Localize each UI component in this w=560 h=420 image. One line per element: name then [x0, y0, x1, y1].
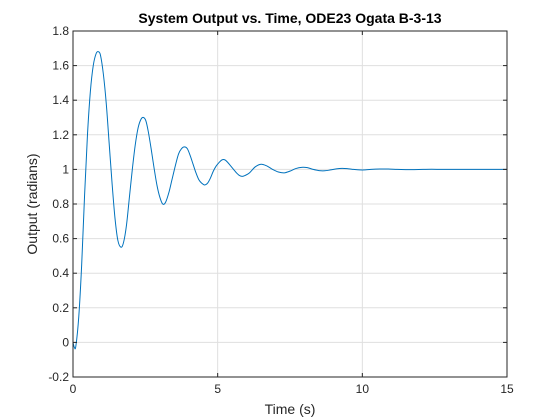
y-tick-label: 0.8 — [52, 197, 69, 211]
chart-title: System Output vs. Time, ODE23 Ogata B-3-… — [138, 10, 441, 26]
series-layer — [72, 51, 507, 350]
y-tick-label: 0 — [62, 335, 69, 349]
y-tick-label: 0.6 — [52, 232, 69, 246]
x-tick-label: 10 — [356, 382, 370, 396]
x-tick-label: 5 — [214, 382, 221, 396]
y-tick-label: 1.8 — [52, 24, 69, 38]
x-tick-label: 0 — [70, 382, 77, 396]
series-line — [72, 51, 507, 350]
ticks — [72, 30, 508, 378]
y-tick-label: 1.6 — [52, 59, 69, 73]
y-axis-title: Output (radians) — [24, 153, 40, 254]
x-tick-labels: 0 5 10 15 — [70, 382, 514, 396]
y-tick-label: 0.2 — [52, 301, 69, 315]
y-tick-label: -0.2 — [48, 370, 69, 384]
y-tick-label: 1 — [62, 162, 69, 176]
y-tick-label: 0.4 — [52, 266, 69, 280]
x-axis-title: Time (s) — [265, 401, 316, 417]
y-tick-label: 1.2 — [52, 128, 69, 142]
y-tick-labels: -0.2 0 0.2 0.4 0.6 0.8 1 1.2 1.4 1.6 1.8 — [48, 24, 69, 384]
x-tick-label: 15 — [500, 382, 514, 396]
y-tick-label: 1.4 — [52, 93, 69, 107]
